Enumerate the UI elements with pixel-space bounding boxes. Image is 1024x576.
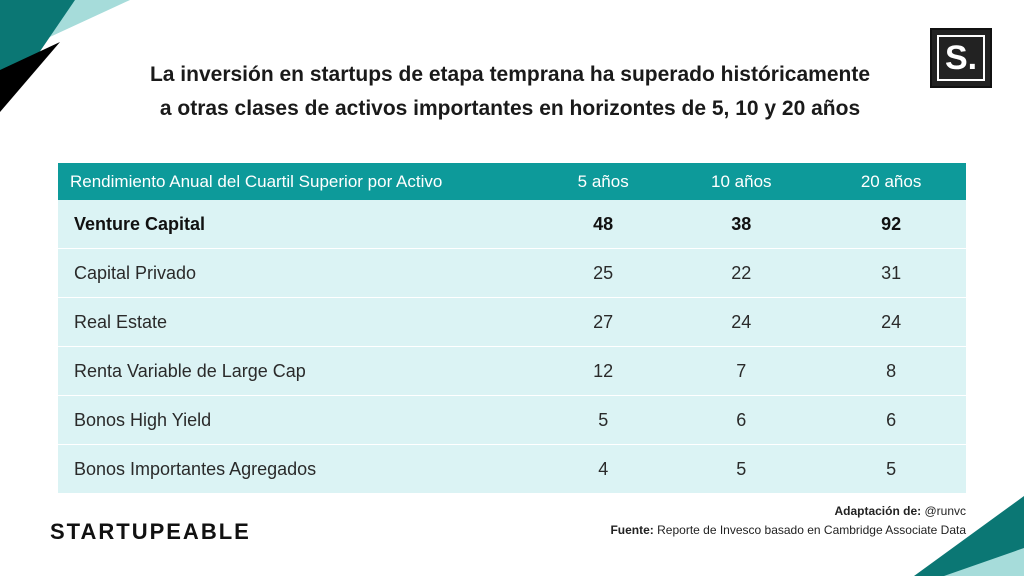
source-label: Fuente: <box>610 523 654 537</box>
value-20y: 8 <box>816 346 966 396</box>
value-20y: 31 <box>816 248 966 298</box>
credits: Adaptación de: @runvc Fuente: Reporte de… <box>610 502 966 540</box>
table-row: Real Estate 27 24 24 <box>58 297 966 347</box>
value-5y: 5 <box>540 395 667 445</box>
adaptation-label: Adaptación de: <box>834 504 922 518</box>
table-row: Venture Capital 48 38 92 <box>58 200 966 249</box>
value-5y: 27 <box>540 297 667 347</box>
value-5y: 4 <box>540 444 667 494</box>
value-20y: 5 <box>816 444 966 494</box>
table-row: Capital Privado 25 22 31 <box>58 248 966 298</box>
table-row: Bonos High Yield 5 6 6 <box>58 395 966 445</box>
value-10y: 6 <box>666 395 817 445</box>
header-20-years: 20 años <box>816 163 966 200</box>
value-20y: 6 <box>816 395 966 445</box>
asset-cell: Venture Capital <box>58 200 540 249</box>
title-line-2: a otras clases de activos importantes en… <box>159 97 861 120</box>
source-value: Reporte de Invesco basado en Cambridge A… <box>657 523 966 537</box>
value-10y: 24 <box>666 297 817 347</box>
value-5y: 12 <box>540 346 667 396</box>
table-row: Renta Variable de Large Cap 12 7 8 <box>58 346 966 396</box>
asset-cell: Bonos High Yield <box>58 395 540 445</box>
asset-cell: Bonos Importantes Agregados <box>58 444 540 494</box>
logo-letter: S. <box>937 35 985 81</box>
header-10-years: 10 años <box>666 163 817 200</box>
table-row: Bonos Importantes Agregados 4 5 5 <box>58 444 966 494</box>
asset-cell: Capital Privado <box>58 248 540 298</box>
header-5-years: 5 años <box>540 163 667 200</box>
asset-cell: Renta Variable de Large Cap <box>58 346 540 396</box>
source-credit: Fuente: Reporte de Invesco basado en Cam… <box>610 521 966 540</box>
value-10y: 5 <box>666 444 817 494</box>
adaptation-credit: Adaptación de: @runvc <box>610 502 966 521</box>
value-5y: 25 <box>540 248 667 298</box>
value-20y: 92 <box>816 200 966 249</box>
title-line-1: La inversión en startups de etapa tempra… <box>149 63 871 86</box>
asset-cell: Real Estate <box>58 297 540 347</box>
value-10y: 7 <box>666 346 817 396</box>
value-10y: 38 <box>666 200 817 249</box>
value-20y: 24 <box>816 297 966 347</box>
logo: S. <box>930 28 992 88</box>
value-10y: 22 <box>666 248 817 298</box>
returns-table: Rendimiento Anual del Cuartil Superior p… <box>58 163 966 494</box>
adaptation-value: @runvc <box>924 504 966 518</box>
brand-name: STARTUPEABLE <box>50 519 251 544</box>
header-asset: Rendimiento Anual del Cuartil Superior p… <box>58 163 540 200</box>
table-header-row: Rendimiento Anual del Cuartil Superior p… <box>58 163 966 200</box>
value-5y: 48 <box>540 200 667 249</box>
page-title: La inversión en startups de etapa tempra… <box>80 58 940 126</box>
